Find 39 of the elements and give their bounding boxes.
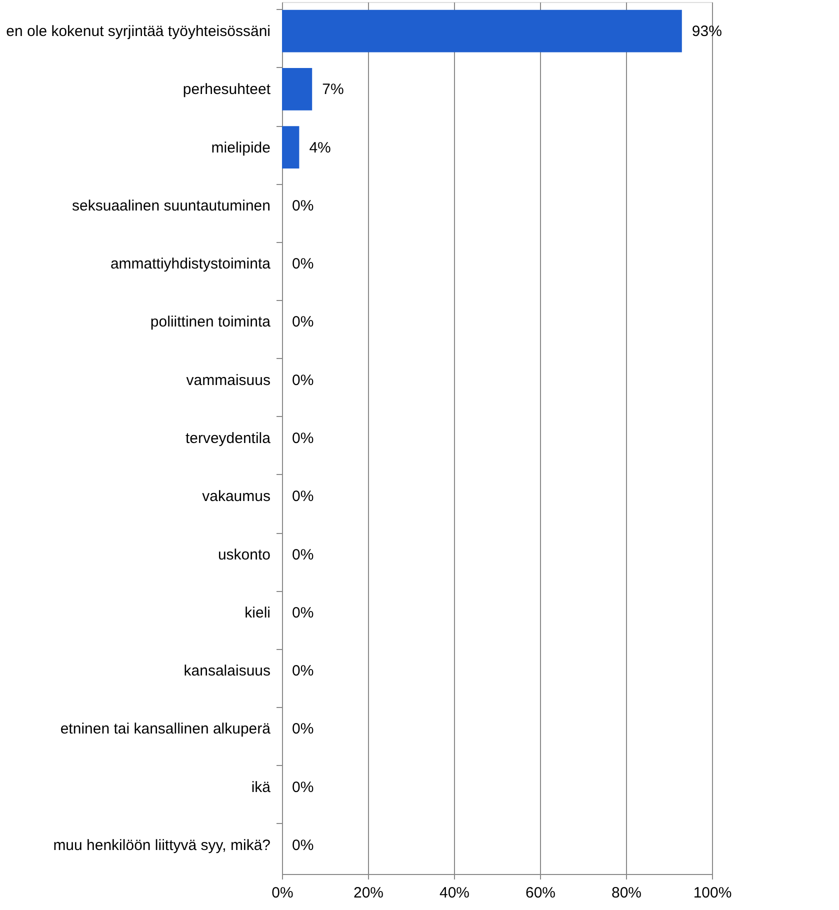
- y-tick-label: vammaisuus: [186, 372, 270, 389]
- x-tick-label: 40%: [439, 884, 470, 902]
- y-tick-label: muu henkilöön liittyvä syy, mikä?: [53, 836, 270, 854]
- data-label: 0%: [292, 488, 314, 506]
- x-tick-label: 0%: [272, 884, 294, 902]
- data-label: 0%: [292, 720, 314, 738]
- data-label: 0%: [292, 778, 314, 796]
- x-tick-label: 20%: [353, 884, 384, 902]
- y-tick-label: ikä: [251, 778, 272, 796]
- y-tick-label: kansalaisuus: [184, 662, 270, 680]
- y-tick-label: en ole kokenut syrjintää työyhteisössäni: [6, 23, 270, 40]
- bar: [282, 68, 312, 110]
- data-label: 0%: [292, 372, 314, 389]
- y-tick-label: kieli: [244, 604, 270, 622]
- y-tick-label: poliittinen toiminta: [150, 314, 272, 331]
- y-tick-label: mielipide: [211, 139, 270, 156]
- y-tick-label: ammattiyhdistystoiminta: [110, 256, 272, 273]
- x-tick-label: 100%: [693, 884, 732, 902]
- data-label: 0%: [292, 662, 314, 680]
- y-tick-label: seksuaalinen suuntautuminen: [72, 197, 270, 214]
- data-label: 0%: [292, 256, 314, 273]
- y-tick-label: etninen tai kansallinen alkuperä: [60, 720, 272, 738]
- y-tick-label: perhesuhteet: [182, 81, 272, 98]
- bar: [282, 126, 300, 169]
- data-label: 0%: [292, 197, 314, 214]
- x-tick-label: 80%: [611, 884, 642, 902]
- x-tick-label: 60%: [525, 884, 556, 902]
- data-label: 0%: [292, 314, 314, 331]
- y-tick-label: vakaumus: [202, 488, 270, 506]
- data-label: 4%: [309, 139, 331, 156]
- data-label: 0%: [292, 836, 314, 854]
- data-label: 0%: [292, 604, 314, 622]
- data-label: 7%: [322, 81, 344, 98]
- data-label: 93%: [692, 23, 722, 40]
- y-tick-label: terveydentila: [185, 430, 272, 447]
- bar: [282, 10, 682, 52]
- data-label: 0%: [292, 546, 314, 564]
- data-label: 0%: [292, 430, 314, 447]
- y-tick-label: uskonto: [218, 546, 270, 564]
